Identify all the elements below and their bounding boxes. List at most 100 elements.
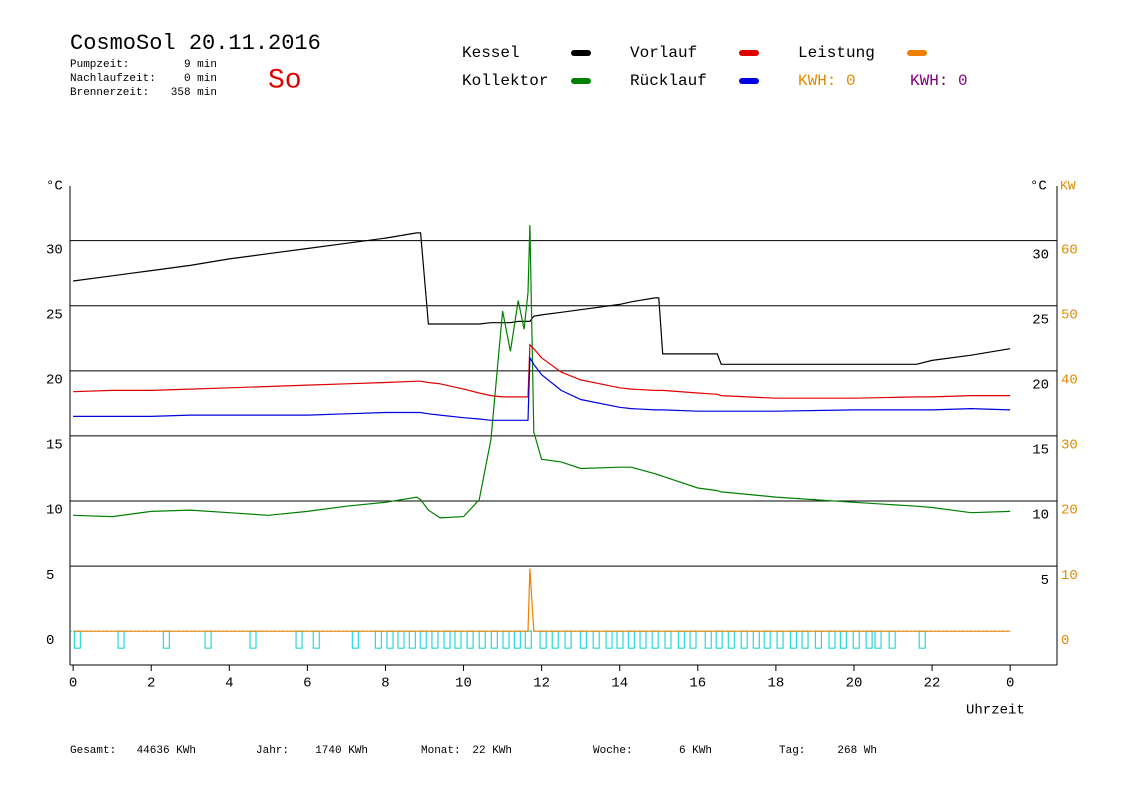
y-tick-label-right: 15 bbox=[1032, 443, 1049, 459]
total-label: Woche: bbox=[593, 745, 633, 757]
pump-pulse bbox=[605, 630, 613, 649]
pump-pulse bbox=[374, 630, 382, 649]
pump-pulse bbox=[397, 630, 405, 649]
x-tick-label: 18 bbox=[767, 676, 784, 692]
pump-pulse bbox=[295, 630, 303, 649]
pump-pulse bbox=[704, 630, 712, 649]
pump-pulse bbox=[592, 630, 600, 649]
legend-label: Leistung bbox=[798, 44, 875, 62]
y-tick-label: 0 bbox=[46, 633, 54, 649]
energy-label: KWH: 0 bbox=[798, 72, 856, 90]
x-tick-label: 4 bbox=[225, 676, 233, 692]
y-tick-label-right: 5 bbox=[1041, 573, 1049, 589]
pump-pulse bbox=[752, 630, 760, 649]
pump-pulse bbox=[490, 630, 498, 649]
x-tick-label: 10 bbox=[455, 676, 472, 692]
pump-pulse bbox=[789, 630, 797, 649]
pump-pulse bbox=[466, 630, 474, 649]
total-value: 22 KWh bbox=[472, 745, 512, 757]
y-tick-label-right: 20 bbox=[1032, 378, 1049, 394]
y-tick-label: 30 bbox=[46, 242, 63, 258]
pump-pulse bbox=[513, 630, 521, 649]
pump-pulse bbox=[874, 630, 882, 649]
pump-pulse bbox=[579, 630, 587, 649]
pump-pulse bbox=[627, 630, 635, 649]
pump-pulse bbox=[689, 630, 697, 649]
y-unit-right: °C bbox=[1030, 179, 1047, 195]
pump-pulse bbox=[801, 630, 809, 649]
x-tick-label: 20 bbox=[846, 676, 863, 692]
y2-tick-label: 60 bbox=[1061, 242, 1078, 258]
legend-label: Vorlauf bbox=[630, 44, 697, 62]
pump-pulse bbox=[828, 630, 836, 649]
x-tick-label: 8 bbox=[381, 676, 389, 692]
y2-tick-label: 40 bbox=[1061, 373, 1078, 389]
total-value: 1740 KWh bbox=[315, 745, 368, 757]
pump-pulse bbox=[616, 630, 624, 649]
pump-pulse bbox=[814, 630, 822, 649]
total-label: Tag: bbox=[779, 745, 805, 757]
y2-tick-label: 50 bbox=[1061, 307, 1078, 323]
pump-pulse bbox=[431, 630, 439, 649]
total-label: Gesamt: bbox=[70, 745, 116, 757]
chart-title: CosmoSol 20.11.2016 bbox=[70, 31, 321, 56]
pump-pulse bbox=[386, 630, 394, 649]
pump-pulse bbox=[918, 630, 926, 649]
legend-label: Kollektor bbox=[462, 72, 548, 90]
pump-pulse bbox=[639, 630, 647, 649]
x-tick-label: 22 bbox=[924, 676, 941, 692]
pump-pulse bbox=[664, 630, 672, 649]
series-line bbox=[73, 355, 1011, 421]
y2-tick-label: 30 bbox=[1061, 438, 1078, 454]
y-tick-label: 25 bbox=[46, 307, 63, 323]
pump-pulse bbox=[249, 630, 257, 649]
pump-pulse bbox=[715, 630, 723, 649]
pump-pulse bbox=[73, 630, 81, 649]
series-line bbox=[73, 568, 1011, 632]
pump-pulse bbox=[478, 630, 486, 649]
info-label: Brennerzeit: bbox=[70, 87, 149, 99]
y-tick-label: 5 bbox=[46, 568, 54, 584]
x-tick-label: 0 bbox=[1006, 676, 1014, 692]
pump-pulse bbox=[727, 630, 735, 649]
pump-pulse bbox=[776, 630, 784, 649]
info-label: Nachlaufzeit: bbox=[70, 73, 156, 85]
series-line bbox=[73, 224, 1011, 519]
pump-pulse bbox=[677, 630, 685, 649]
series-line bbox=[73, 343, 1011, 399]
y-tick-label: 10 bbox=[46, 503, 63, 519]
y-tick-label: 15 bbox=[46, 438, 63, 454]
y-tick-label-right: 25 bbox=[1032, 312, 1049, 328]
info-value: 0 min bbox=[184, 73, 217, 85]
x-tick-label: 12 bbox=[533, 676, 550, 692]
total-value: 268 Wh bbox=[837, 745, 877, 757]
pump-pulse bbox=[740, 630, 748, 649]
pump-pulse bbox=[564, 630, 572, 649]
pump-pulse bbox=[419, 630, 427, 649]
y-tick-label-right: 10 bbox=[1032, 508, 1049, 524]
pump-pulse bbox=[763, 630, 771, 649]
x-axis-label: Uhrzeit bbox=[966, 703, 1025, 719]
pump-pulse bbox=[502, 630, 510, 649]
pump-pulse bbox=[408, 630, 416, 649]
pump-pulse bbox=[651, 630, 659, 649]
legend-label: Kessel bbox=[462, 44, 520, 62]
y-tick-label: 20 bbox=[46, 373, 63, 389]
info-value: 9 min bbox=[184, 59, 217, 71]
y-tick-label-right: 30 bbox=[1032, 247, 1049, 263]
y2-tick-label: 0 bbox=[1061, 633, 1069, 649]
total-label: Jahr: bbox=[256, 745, 289, 757]
y2-tick-label: 20 bbox=[1061, 503, 1078, 519]
legend-label: Rücklauf bbox=[630, 72, 707, 90]
y-unit: °C bbox=[46, 179, 63, 195]
pump-pulse bbox=[351, 630, 359, 649]
pump-pulse bbox=[312, 630, 320, 649]
pump-pulse bbox=[524, 630, 532, 649]
y2-unit: KW bbox=[1060, 178, 1076, 193]
info-value: 358 min bbox=[171, 87, 217, 99]
total-label: Monat: bbox=[421, 745, 461, 757]
pump-pulse bbox=[204, 630, 212, 649]
pump-pulse bbox=[865, 630, 873, 649]
pump-pulse bbox=[551, 630, 559, 649]
pump-pulse bbox=[839, 630, 847, 649]
